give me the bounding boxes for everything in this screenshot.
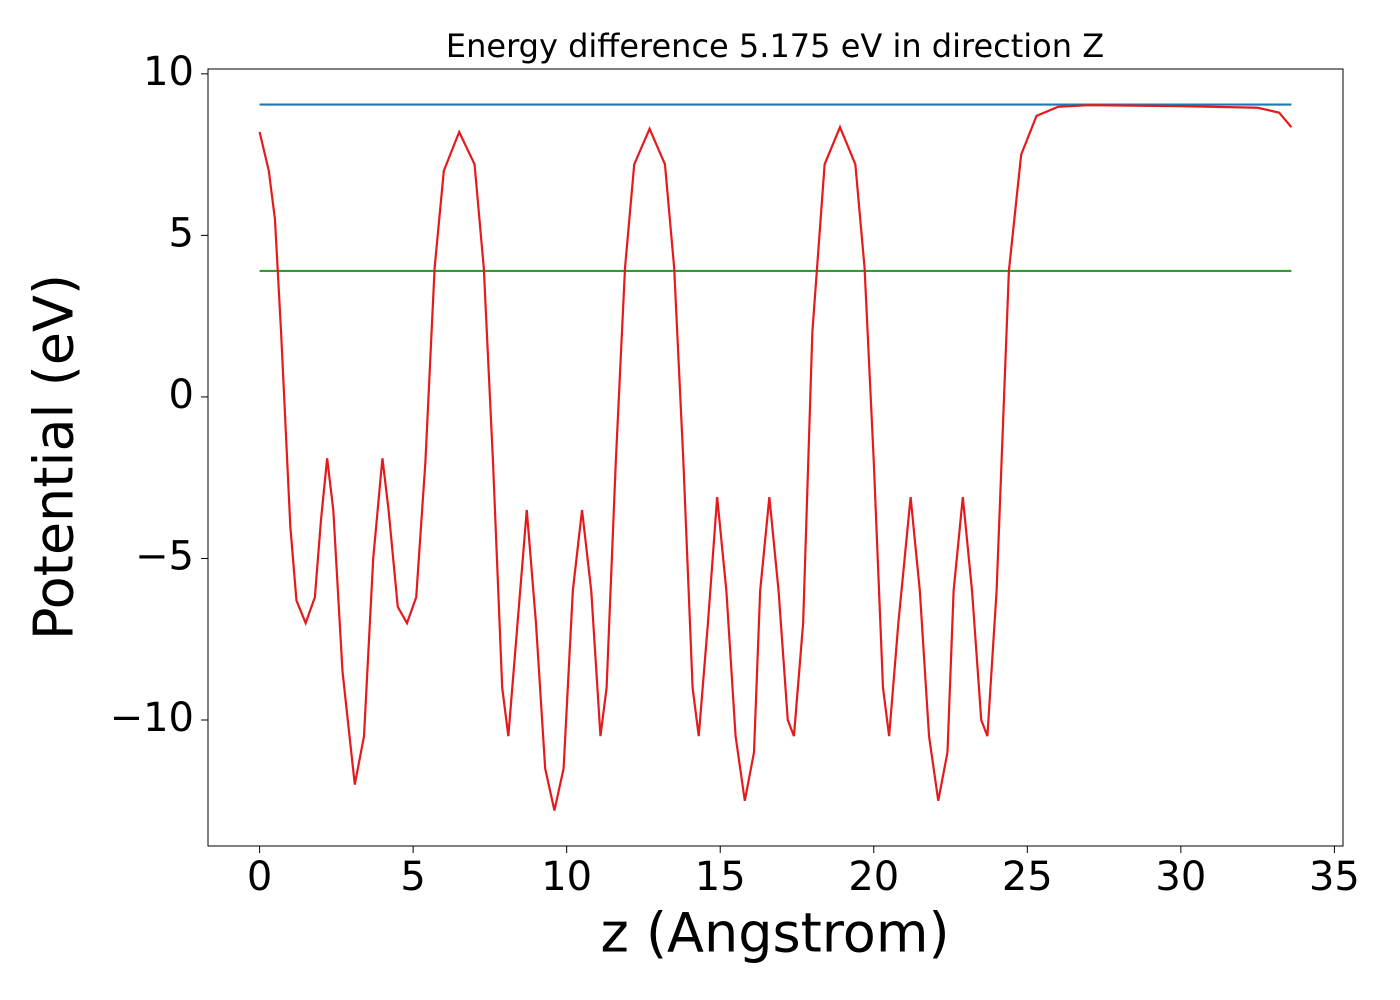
y-tick-label: 10	[143, 49, 194, 95]
y-tick-label: 0	[169, 372, 194, 418]
plot-frame	[207, 68, 1344, 847]
x-tick-label: 5	[400, 854, 425, 900]
line	[258, 104, 1293, 811]
y-tick-label: −10	[110, 695, 194, 741]
chart-title: Energy difference 5.175 eV in direction …	[446, 27, 1104, 65]
x-tick-label: 30	[1155, 854, 1206, 900]
x-tick-label: 20	[848, 854, 899, 900]
y-axis-label: Potential (eV)	[23, 274, 86, 640]
x-tick-label: 0	[247, 854, 272, 900]
x-tick-label: 25	[1002, 854, 1053, 900]
x-axis-label: z (Angstrom)	[600, 902, 949, 965]
x-tick-label: 35	[1309, 854, 1360, 900]
y-tick-label: −5	[135, 533, 194, 579]
x-tick-label: 10	[541, 854, 592, 900]
y-tick-label: 5	[169, 210, 194, 256]
x-tick-label: 15	[695, 854, 746, 900]
